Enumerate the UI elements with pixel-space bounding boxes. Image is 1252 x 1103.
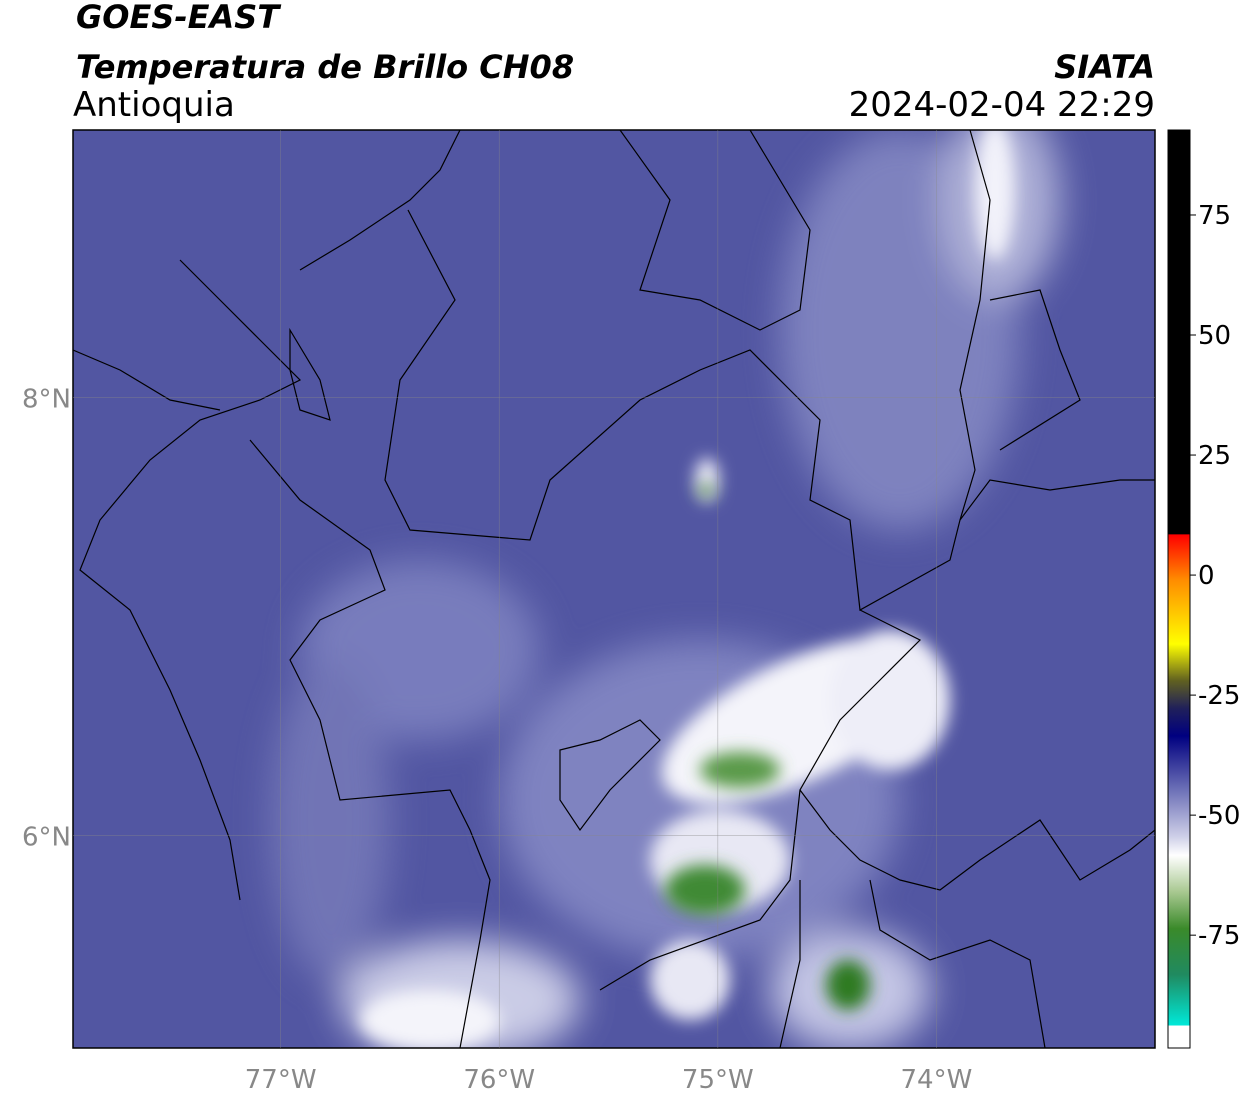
satellite-image bbox=[73, 130, 1155, 1048]
timestamp: 2024-02-04 22:29 bbox=[849, 85, 1155, 125]
region: Antioquia bbox=[73, 85, 235, 125]
colorbar-tick-label: 0 bbox=[1198, 561, 1215, 591]
colorbar-tick-label: 25 bbox=[1198, 441, 1231, 471]
source: SIATA bbox=[1054, 48, 1155, 86]
colorbar-tick-label: 75 bbox=[1198, 201, 1231, 231]
title: GOES-EAST bbox=[76, 0, 281, 36]
colorbar-tick-label: -75 bbox=[1198, 921, 1240, 951]
x-tick-label: 75°W bbox=[682, 1065, 754, 1095]
x-tick-label: 76°W bbox=[463, 1065, 535, 1095]
colorbar bbox=[1167, 129, 1191, 1049]
y-tick-label: 6°N bbox=[22, 822, 71, 852]
x-tick-label: 77°W bbox=[245, 1065, 317, 1095]
colorbar-tick-label: -25 bbox=[1198, 681, 1240, 711]
subtitle: Temperatura de Brillo CH08 bbox=[76, 48, 574, 86]
map-frame bbox=[72, 129, 1156, 1049]
x-tick-label: 74°W bbox=[901, 1065, 973, 1095]
y-tick-label: 8°N bbox=[22, 384, 71, 414]
colorbar-tick-label: -50 bbox=[1198, 801, 1240, 831]
colorbar-tick-label: 50 bbox=[1198, 321, 1231, 351]
